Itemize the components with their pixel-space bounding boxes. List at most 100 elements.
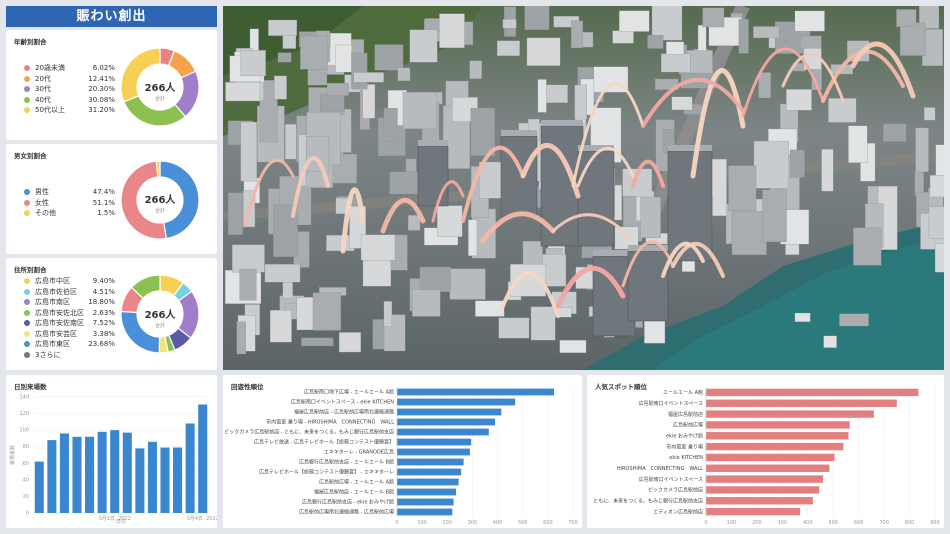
bar-category-label: 広島テレビ放送 - 広島テレビホール【総務コンテスト優勝賞】 — [254, 439, 394, 446]
building — [915, 127, 929, 173]
bar-category-label: 広島駅南口イベントスペース — [639, 476, 703, 483]
building — [914, 170, 924, 196]
building — [277, 52, 292, 63]
movement-arc — [850, 41, 916, 99]
bar-category-label: 広島銀行広島駅前支店 - エールエール B館 — [299, 459, 394, 466]
building — [285, 124, 297, 160]
donut-segment — [120, 47, 161, 103]
bar-category-label: 市内電車 乗り場 - HIROSHIMA CONNECTING WALL — [266, 419, 394, 426]
bar — [397, 388, 555, 396]
bar-category-label: 福屋広島駅前店 — [668, 411, 703, 418]
bar — [110, 430, 120, 513]
building — [923, 107, 936, 121]
legend-item: 20歳未満 6.02% — [24, 63, 115, 74]
legend-percent: 12.41% — [88, 74, 115, 83]
y-tick-label: 0 — [26, 511, 29, 517]
y-tick-label: 100 — [19, 428, 29, 434]
building — [896, 9, 917, 27]
bar — [706, 432, 849, 440]
movement-arc — [631, 159, 665, 188]
legend-swatch — [24, 210, 30, 217]
building — [786, 89, 812, 111]
x-tick-label: 200 — [752, 520, 762, 526]
building — [935, 144, 944, 184]
x-tick-label: 700 — [879, 520, 889, 526]
residence-donut-chart — [120, 274, 200, 354]
movement-arc — [480, 211, 556, 244]
legend-swatch — [24, 199, 30, 206]
bar — [397, 488, 457, 496]
residence-panel: 住所別割合 広島市中区 9.40% 広島市佐伯区 4.51% 広島市南区 18.80% 広島… — [6, 258, 217, 370]
bar — [135, 448, 145, 513]
building — [383, 108, 398, 142]
bar — [85, 436, 95, 513]
bar — [397, 478, 459, 486]
building — [362, 84, 376, 119]
tower-roof — [628, 245, 668, 251]
building — [666, 41, 685, 55]
legend-item: 女性 51.1% — [24, 198, 115, 209]
bar-category-label: 福屋広島駅前店 - 広島駅前広場南北連絡通路 — [294, 409, 394, 416]
donut-segment — [155, 160, 161, 178]
legend-percent: 9.40% — [92, 277, 115, 286]
legend-percent: 6.02% — [92, 64, 115, 73]
legend-label: その他 — [35, 209, 56, 218]
bar — [147, 441, 157, 513]
building — [268, 19, 297, 36]
building — [374, 44, 404, 71]
building — [614, 226, 639, 250]
daily-visitors-chart: 0 20 40 60 80 100 120 140 3月1日, 2022 3月4日, 2022 日付… — [9, 395, 217, 526]
y-tick-label: 20 — [23, 494, 29, 500]
x-tick-label: 500 — [828, 520, 838, 526]
building — [502, 19, 517, 29]
x-tick-label: 600 — [543, 520, 553, 526]
bar — [706, 497, 813, 505]
gender-donut-chart — [120, 160, 200, 240]
bar-category-label: ekie おみやげ館 — [666, 432, 703, 439]
legend-swatch — [24, 86, 30, 93]
tower-building — [577, 150, 615, 247]
bar-category-label: 広島テレビホール【総務コンテスト優勝賞】 - エキキターレ — [259, 469, 394, 476]
legend-percent: 18.80% — [88, 298, 115, 307]
legend-item: 広島市中区 9.40% — [24, 276, 115, 287]
x-tick-label: 300 — [778, 520, 788, 526]
building — [929, 175, 944, 198]
bar-category-label: エキキターレ - GRANODE広島 — [324, 449, 394, 456]
gender-total: 266人 合計 — [130, 191, 190, 214]
movement-arc — [571, 82, 645, 188]
building — [269, 310, 292, 343]
movement-arc — [551, 213, 630, 238]
y-axis-label: 来場者数 — [9, 445, 16, 465]
bar — [122, 432, 132, 513]
bar — [185, 423, 195, 513]
city-3d-map[interactable] — [223, 6, 944, 370]
building — [821, 149, 834, 192]
bar — [397, 398, 516, 406]
legend-label: 広島市安佐北区 — [35, 308, 84, 317]
building — [320, 93, 345, 112]
building — [823, 335, 837, 348]
building — [647, 34, 664, 49]
building — [928, 206, 944, 239]
legend-swatch — [24, 65, 30, 72]
bar-category-label: 広島駅南口イベントスペース - ekie KITCHEN — [291, 399, 394, 406]
legend-swatch — [24, 320, 30, 327]
x-tick-label: 900 — [930, 520, 940, 526]
legend-label: 広島市東区 — [35, 340, 70, 349]
building — [274, 75, 287, 100]
daily-visitors-panel: 日別来場数 0 20 40 60 80 100 120 140 3月1日, 2022 3月4日, … — [6, 375, 217, 528]
bar — [706, 399, 897, 407]
building — [496, 40, 520, 56]
bar — [706, 507, 801, 516]
legend-label: 20代 — [35, 74, 51, 83]
building — [468, 219, 478, 256]
building — [239, 269, 257, 301]
popular-spots-panel: 人気スポット順位 0 100 200 300 400 500 600 700 800 900 エール… — [587, 375, 944, 528]
building — [236, 321, 246, 355]
building — [839, 313, 869, 327]
movement-arcs — [243, 41, 916, 318]
x-tick-label: 300 — [468, 520, 478, 526]
legend-label: 広島市中区 — [35, 277, 70, 286]
building — [559, 340, 587, 354]
gender-total-value: 266人 — [144, 195, 176, 206]
